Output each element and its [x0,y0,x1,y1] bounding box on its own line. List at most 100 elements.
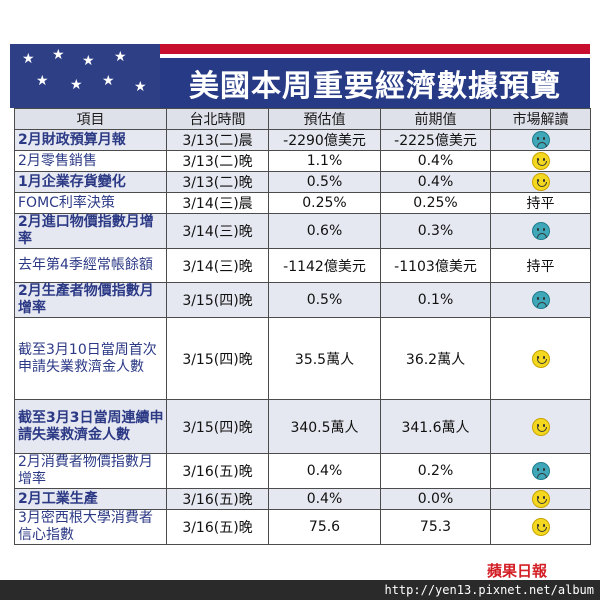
column-header-item: 項目 [14,108,167,130]
row-forecast: 0.5% [268,282,381,318]
row-time: 3/16(五)晚 [166,488,269,510]
column-header-forecast: 預估值 [268,108,381,130]
row-time: 3/13(二)晚 [166,171,269,193]
watermark-url: http://yen13.pixnet.net/album [384,583,594,597]
row-previous: 0.1% [380,282,491,318]
row-forecast: 0.4% [268,488,381,510]
table-row: 截至3月3日當周連續申請失業救濟金人數 3/15(四)晚 340.5萬人 341.6萬… [14,399,591,454]
row-forecast: 35.5萬人 [268,317,381,400]
row-previous: 0.2% [380,453,491,489]
row-item: 去年第4季經常帳餘額 [14,248,167,283]
row-forecast: 0.25% [268,192,381,214]
row-market [490,171,591,193]
column-header-market: 市場解讀 [490,108,591,130]
row-item: 2月生產者物價指數月增率 [14,282,167,318]
row-item: 2月進口物價指數月增率 [14,213,167,249]
row-market [490,129,591,151]
row-forecast: 0.6% [268,213,381,249]
row-forecast: 0.4% [268,453,381,489]
row-forecast: 75.6 [268,509,381,545]
row-market [490,453,591,489]
table-row: 2月消費者物價指數月增率 3/16(五)晚 0.4% 0.2% [14,453,591,489]
happy-face-icon [531,490,550,508]
star-icon: ★ [22,51,35,67]
row-previous: 0.0% [380,488,491,510]
star-icon: ★ [114,49,127,65]
row-market [490,213,591,249]
row-market [490,317,591,400]
row-market: 持平 [490,192,591,214]
happy-face-icon [531,173,550,191]
column-header-time: 台北時間 [166,108,269,130]
row-item: 1月企業存貨變化 [14,171,167,193]
row-item: 3月密西根大學消費者信心指數 [14,509,167,545]
table-row: 2月工業生產 3/16(五)晚 0.4% 0.0% [14,488,591,510]
economic-data-table: 項目 台北時間 預估值 前期值 市場解讀 2月財政預算月報 3/13(二)晨 -22… [14,108,591,545]
row-time: 3/16(五)晚 [166,453,269,489]
star-icon: ★ [134,79,147,95]
column-header-previous: 前期值 [380,108,491,130]
row-market [490,509,591,545]
row-previous: 0.4% [380,171,491,193]
row-item: 2月工業生產 [14,488,167,510]
row-previous: 0.25% [380,192,491,214]
row-time: 3/14(三)晚 [166,213,269,249]
row-item: 2月零售銷售 [14,150,167,172]
star-icon: ★ [102,73,115,89]
table-row: 2月財政預算月報 3/13(二)晨 -2290億美元 -2225億美元 [14,129,591,151]
row-market [490,399,591,454]
row-previous: 36.2萬人 [380,317,491,400]
row-previous: 0.4% [380,150,491,172]
title-box: 美國本周重要經濟數據預覽 [160,58,590,108]
sad-face-icon [531,131,550,149]
table-row: 2月零售銷售 3/13(二)晚 1.1% 0.4% [14,150,591,172]
row-item: 截至3月10日當周首次申請失業救濟金人數 [14,317,167,400]
happy-face-icon [531,152,550,170]
row-forecast: -2290億美元 [268,129,381,151]
table-row: 3月密西根大學消費者信心指數 3/16(五)晚 75.6 75.3 [14,509,591,545]
row-forecast: -1142億美元 [268,248,381,283]
market-text: 持平 [526,196,555,212]
happy-face-icon [531,349,550,368]
happy-face-icon [531,417,550,436]
newspaper-logo: 蘋果日報 [487,562,548,580]
row-previous: 75.3 [380,509,491,545]
row-time: 3/13(二)晚 [166,150,269,172]
table-row: 截至3月10日當周首次申請失業救濟金人數 3/15(四)晚 35.5萬人 36.2萬人 [14,317,591,400]
row-previous: 0.3% [380,213,491,249]
table-row: 2月生產者物價指數月增率 3/15(四)晚 0.5% 0.1% [14,282,591,318]
row-market [490,282,591,318]
star-icon: ★ [70,77,83,93]
sad-face-icon [531,291,550,309]
row-previous: -1103億美元 [380,248,491,283]
row-time: 3/15(四)晚 [166,317,269,400]
table-row: 去年第4季經常帳餘額 3/14(三)晚 -1142億美元 -1103億美元 持平 [14,248,591,283]
happy-face-icon [531,518,550,536]
flag-canton: ★ ★ ★ ★ ★ ★ ★ ★ [10,44,160,108]
title-banner: ★ ★ ★ ★ ★ ★ ★ ★ 美國本周重要經濟數據預覽 [10,44,590,108]
row-previous: -2225億美元 [380,129,491,151]
table-row: FOMC利率決策 3/14(三)晨 0.25% 0.25% 持平 [14,192,591,214]
row-forecast: 1.1% [268,150,381,172]
row-forecast: 0.5% [268,171,381,193]
row-forecast: 340.5萬人 [268,399,381,454]
footer-bar: http://yen13.pixnet.net/album [0,580,600,600]
table-row: 1月企業存貨變化 3/13(二)晚 0.5% 0.4% [14,171,591,193]
row-time: 3/14(三)晚 [166,248,269,283]
sad-face-icon [531,222,550,240]
star-icon: ★ [82,53,95,69]
row-previous: 341.6萬人 [380,399,491,454]
sad-face-icon [531,462,550,480]
row-market [490,150,591,172]
row-item: 2月消費者物價指數月增率 [14,453,167,489]
star-icon: ★ [36,73,49,89]
row-time: 3/14(三)晨 [166,192,269,214]
star-icon: ★ [52,47,65,63]
row-item: 2月財政預算月報 [14,129,167,151]
row-item: 截至3月3日當周連續申請失業救濟金人數 [14,399,167,454]
row-time: 3/15(四)晚 [166,282,269,318]
row-item: FOMC利率決策 [14,192,167,214]
page-title: 美國本周重要經濟數據預覽 [189,69,561,104]
market-text: 持平 [526,258,555,275]
table-row: 2月進口物價指數月增率 3/14(三)晚 0.6% 0.3% [14,213,591,249]
